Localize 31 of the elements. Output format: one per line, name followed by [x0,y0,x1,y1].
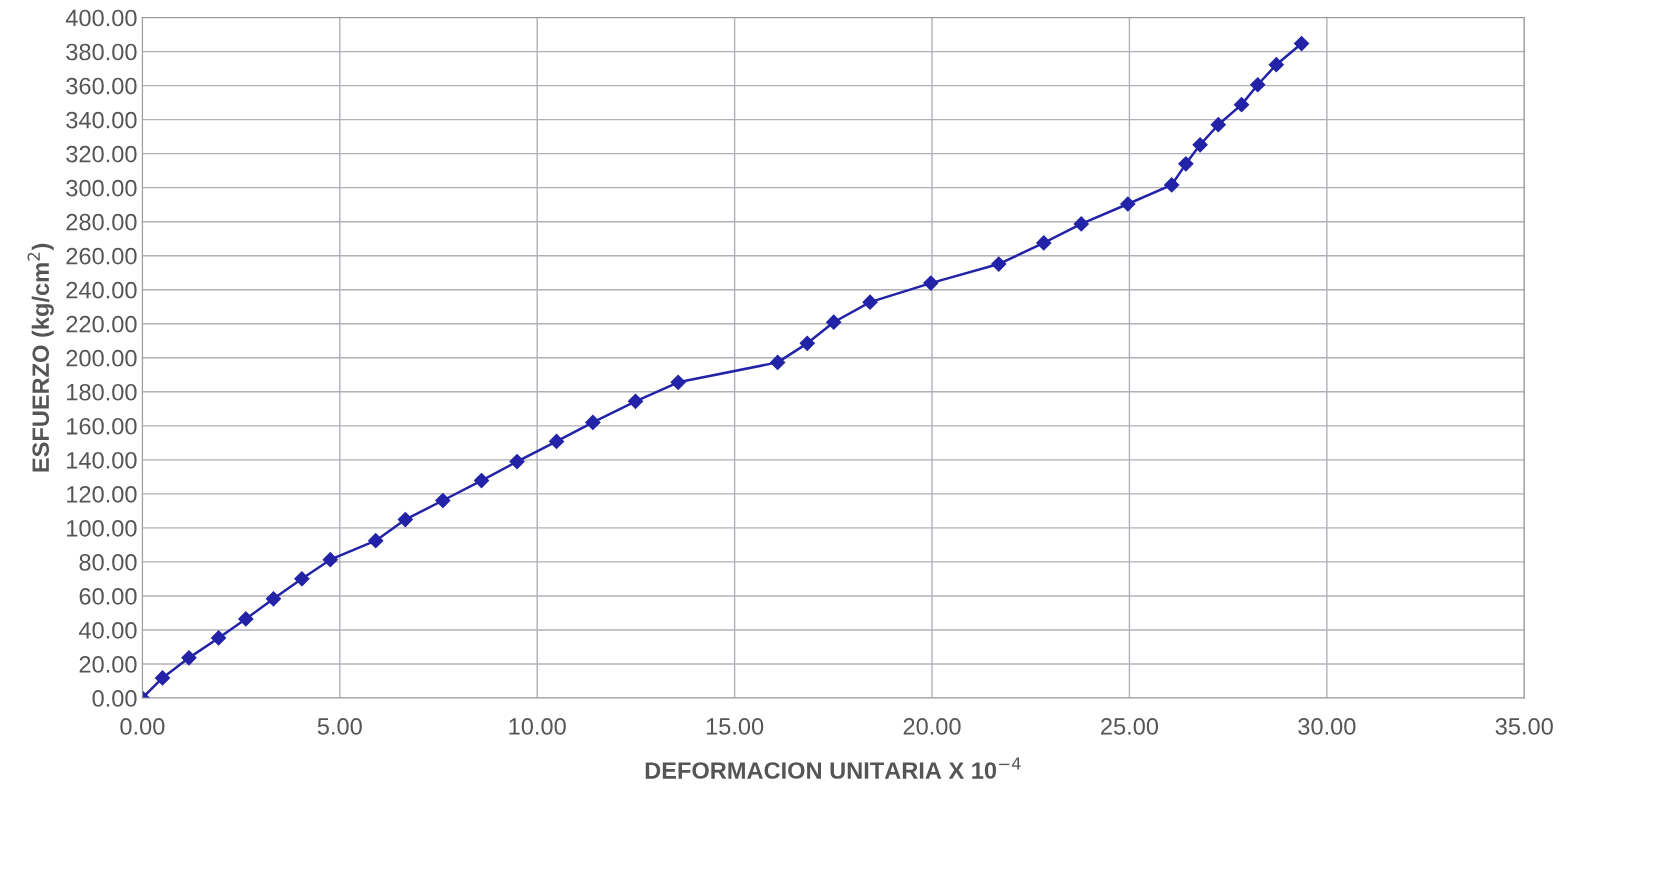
y-tick-label: 360.00 [66,77,137,95]
y-tick-label: 300.00 [66,179,137,197]
y-tick-label: 100.00 [67,519,137,537]
y-tick-label: 40.00 [78,622,137,639]
y-tick-label: 20.00 [79,656,137,673]
y-tick-label: 200.00 [66,349,137,367]
y-tick-label: 400.00 [65,9,137,27]
y-tick-label: 120.00 [67,485,137,503]
y-tick-label: 260.00 [66,247,137,265]
x-tick-label: 5.00 [317,718,362,735]
x-tick-label: 25.00 [1101,718,1159,735]
x-tick-label: 30.00 [1298,718,1356,735]
x-tick-label: 35.00 [1495,718,1553,735]
x-tick-label: 10.00 [509,718,566,735]
x-axis-title: DEFORMACION UNITARIA X 10$^{−4}$ [645,757,1021,779]
y-tick-label: 140.00 [67,451,137,469]
y-tick-label: 240.00 [66,281,137,299]
x-tick-label: 15.00 [706,718,764,735]
y-tick-label: 160.00 [67,417,137,435]
y-tick-label: 180.00 [67,383,137,401]
y-tick-label: 220.00 [66,315,137,333]
y-tick-label: 320.00 [66,145,137,163]
y-tick-label: 280.00 [66,213,137,231]
x-tick-label: 20.00 [903,718,961,735]
y-tick-label: 380.00 [66,43,137,61]
x-tick-label: 0.00 [120,718,165,735]
y-tick-label: 80.00 [79,553,137,571]
y-tick-label: 340.00 [66,111,137,129]
y-tick-label: 0.00 [92,690,137,707]
y-axis-title: ESFUERZO (kg/cm$^{2}$) [27,243,54,472]
y-tick-label: 60.00 [79,588,137,605]
